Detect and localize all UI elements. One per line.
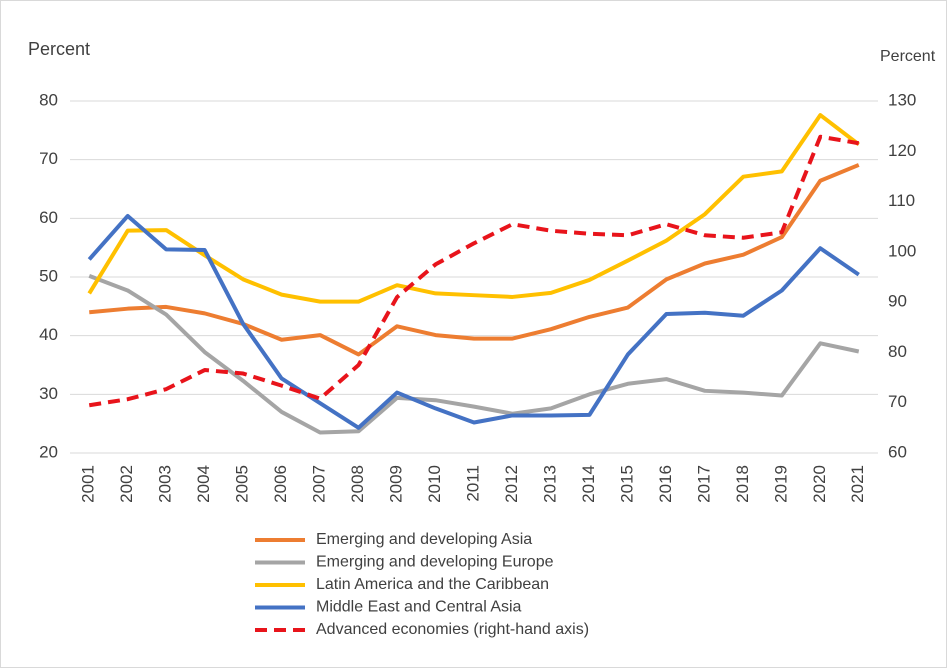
x-tick-label: 2014: [579, 465, 598, 503]
y2-tick-label: 90: [888, 292, 907, 311]
x-tick-label: 2004: [194, 465, 213, 503]
x-tick-label: 2008: [348, 465, 367, 503]
y2-tick-label: 80: [888, 342, 907, 361]
y2-axis-label: Percent: [880, 48, 936, 65]
x-tick-label: 2002: [117, 465, 136, 503]
x-tick-label: 2009: [387, 465, 406, 503]
series-line: [88, 134, 860, 408]
legend-label: Emerging and developing Europe: [316, 554, 554, 571]
x-tick-label: 2017: [694, 465, 713, 503]
y-tick-label: 60: [39, 208, 58, 227]
legend-label: Advanced economies (right-hand axis): [316, 621, 589, 638]
x-tick-label: 2016: [656, 465, 675, 503]
x-tick-label: 2010: [425, 465, 444, 503]
x-tick-label: 2005: [233, 465, 252, 503]
x-tick-label: 2007: [310, 465, 329, 503]
x-tick-label: 2018: [733, 465, 752, 503]
y-tick-label: 50: [39, 266, 58, 285]
x-tick-label: 2013: [540, 465, 559, 503]
y-tick-label: 40: [39, 325, 58, 344]
y2-tick-label: 130: [888, 90, 916, 109]
y-tick-label: 70: [39, 149, 58, 168]
legend-label: Middle East and Central Asia: [316, 599, 522, 616]
y2-tick-label: 70: [888, 392, 907, 411]
series-line: [88, 273, 860, 435]
x-tick-label: 2006: [271, 465, 290, 503]
y2-tick-label: 100: [888, 241, 916, 260]
y2-tick-label: 60: [888, 442, 907, 461]
series-line: [89, 163, 860, 357]
y-tick-label: 20: [39, 442, 58, 461]
y2-tick-label: 110: [888, 191, 915, 210]
x-tick-label: 2015: [617, 465, 636, 503]
x-tick-label: 2001: [79, 465, 98, 503]
legend-label: Emerging and developing Asia: [316, 531, 532, 548]
y-tick-label: 80: [39, 90, 58, 109]
y-axis-label: Percent: [28, 39, 90, 59]
series-line: [87, 113, 860, 304]
x-tick-label: 2003: [156, 465, 175, 503]
y2-tick-label: 120: [888, 141, 916, 160]
x-tick-label: 2012: [502, 465, 521, 503]
legend-label: Latin America and the Caribbean: [316, 576, 549, 593]
x-tick-label: 2020: [810, 465, 829, 503]
x-tick-label: 2021: [848, 465, 867, 503]
y-tick-label: 30: [39, 384, 58, 403]
x-tick-label: 2019: [771, 465, 790, 503]
x-tick-label: 2011: [463, 465, 482, 502]
series-line: [87, 213, 860, 430]
